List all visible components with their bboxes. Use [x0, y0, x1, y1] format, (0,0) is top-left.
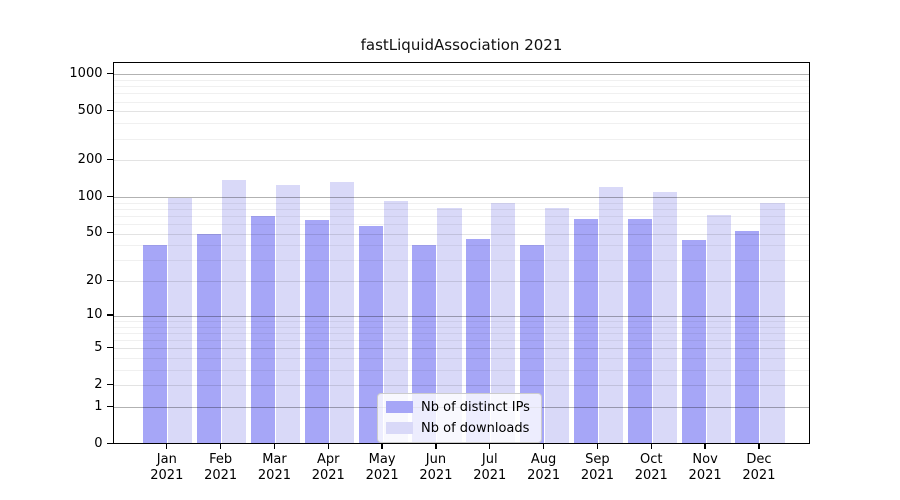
- x-tick-mark: [704, 443, 706, 449]
- gridline-600: [114, 101, 809, 103]
- x-tick-mark: [273, 443, 276, 449]
- bar-downloads-apr-2021: [329, 182, 354, 444]
- x-tick-label: Mar 2021: [257, 451, 291, 484]
- x-tick-mark: [327, 443, 329, 449]
- x-tick-label: Oct 2021: [634, 451, 668, 484]
- bar-distinct-ips-mar-2021: [250, 216, 275, 444]
- x-tick-mark: [166, 443, 168, 449]
- legend-swatch-distinct-ips: [386, 400, 413, 414]
- gridline-800: [114, 86, 809, 88]
- bar-distinct-ips-apr-2021: [304, 219, 329, 444]
- gridline-100: [114, 197, 809, 199]
- plot-area: [113, 61, 810, 444]
- x-tick-mark: [542, 443, 545, 449]
- x-tick-mark: [489, 443, 491, 449]
- x-tick-label: Nov 2021: [688, 451, 722, 484]
- y-tick-label: 100: [77, 188, 103, 204]
- gridline-90: [114, 202, 809, 204]
- y-tick-label: 10: [85, 307, 103, 323]
- y-tick-mark: [106, 442, 113, 444]
- bar-downloads-mar-2021: [275, 184, 301, 444]
- x-tick-label: Apr 2021: [311, 451, 345, 484]
- bar-distinct-ips-sep-2021: [573, 219, 598, 444]
- y-tick-mark: [106, 232, 113, 234]
- bar-downloads-dec-2021: [760, 203, 785, 444]
- bar-downloads-feb-2021: [222, 180, 247, 444]
- y-tick-label: 1: [94, 398, 103, 414]
- x-tick-mark: [596, 443, 599, 449]
- x-tick-label: Sep 2021: [580, 451, 614, 484]
- x-tick-mark: [435, 443, 437, 449]
- gridline-700: [114, 93, 809, 95]
- legend: Nb of distinct IPs Nb of downloads: [377, 392, 542, 443]
- x-tick-mark: [650, 443, 652, 449]
- x-tick-mark: [758, 443, 760, 449]
- y-tick-mark: [106, 314, 113, 316]
- y-tick-label: 0: [94, 435, 103, 451]
- y-tick-mark: [106, 109, 113, 112]
- x-tick-label: Jan 2021: [150, 451, 184, 484]
- y-tick-label: 500: [77, 102, 103, 118]
- x-tick-mark: [381, 443, 383, 449]
- chart-title: fastLiquidAssociation 2021: [360, 36, 563, 54]
- x-tick-label: Feb 2021: [204, 451, 238, 484]
- gridline-200: [114, 160, 809, 162]
- legend-swatch-downloads: [386, 421, 413, 435]
- y-tick-mark: [106, 405, 113, 407]
- bar-downloads-sep-2021: [598, 187, 624, 444]
- bar-distinct-ips-feb-2021: [197, 233, 222, 444]
- x-tick-label: May 2021: [365, 451, 399, 484]
- gridline-500: [114, 111, 809, 113]
- y-tick-label: 1000: [69, 65, 103, 81]
- y-tick-label: 2: [94, 376, 103, 392]
- gridline-300: [114, 138, 809, 140]
- y-tick-label: 50: [85, 225, 103, 241]
- y-tick-mark: [106, 72, 113, 74]
- y-tick-label: 20: [85, 272, 103, 288]
- gridline-900: [114, 79, 809, 81]
- bar-distinct-ips-jan-2021: [143, 245, 168, 444]
- x-tick-label: Jul 2021: [473, 451, 507, 484]
- y-tick-label: 5: [94, 339, 103, 355]
- bar-distinct-ips-nov-2021: [681, 240, 706, 444]
- bar-downloads-jan-2021: [168, 198, 193, 444]
- x-tick-label: Jun 2021: [419, 451, 453, 484]
- y-tick-mark: [106, 195, 113, 197]
- legend-entry-downloads: Nb of downloads: [386, 421, 530, 436]
- y-tick-mark: [106, 158, 113, 160]
- x-tick-mark: [219, 443, 222, 449]
- bar-downloads-nov-2021: [706, 215, 731, 444]
- y-tick-mark: [106, 383, 113, 386]
- bar-downloads-oct-2021: [652, 192, 677, 444]
- bar-downloads-aug-2021: [545, 208, 570, 444]
- gridline-1000: [114, 74, 809, 76]
- bar-distinct-ips-dec-2021: [735, 230, 760, 444]
- y-tick-mark: [106, 279, 113, 281]
- y-tick-label: 200: [77, 151, 103, 167]
- y-tick-mark: [106, 346, 113, 348]
- legend-label-distinct-ips: Nb of distinct IPs: [421, 399, 530, 415]
- legend-entry-distinct-ips: Nb of distinct IPs: [386, 400, 530, 415]
- x-tick-label: Dec 2021: [742, 451, 776, 484]
- x-tick-label: Aug 2021: [527, 451, 561, 484]
- bar-distinct-ips-oct-2021: [627, 219, 652, 444]
- legend-label-downloads: Nb of downloads: [421, 420, 530, 436]
- gridline-400: [114, 123, 809, 125]
